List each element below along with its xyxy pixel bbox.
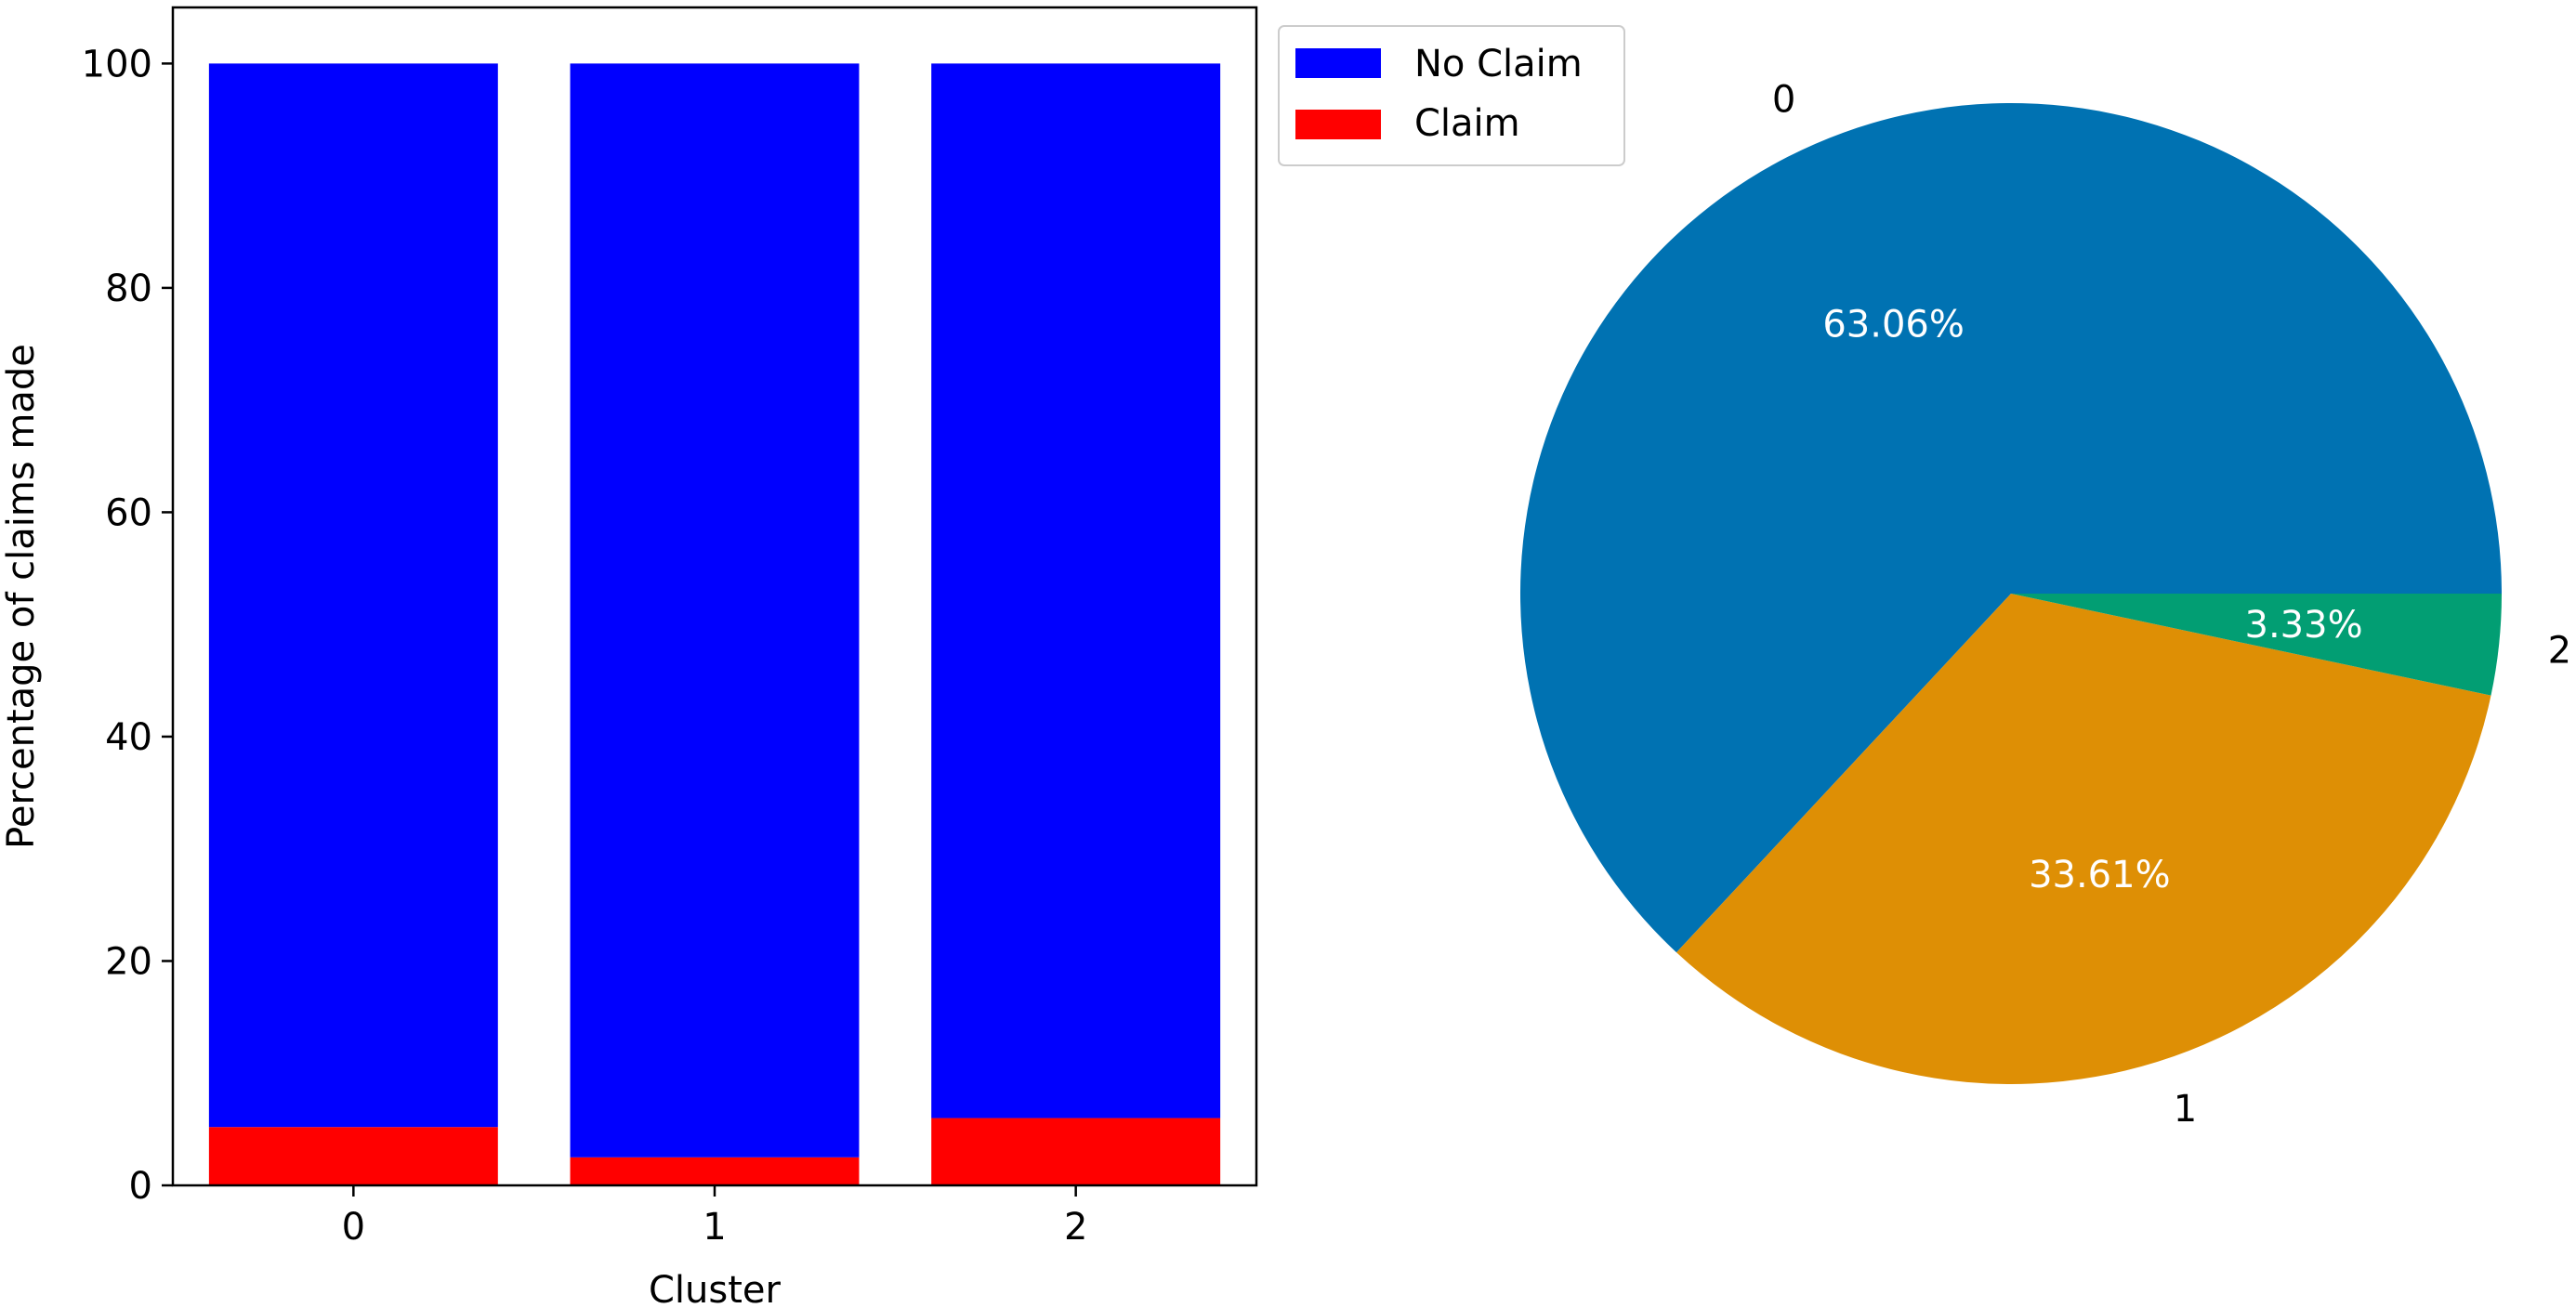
legend: No Claim Claim xyxy=(1278,25,1625,166)
pie-slice-0 xyxy=(1520,102,2502,953)
pie-percent-label-2: 3.33% xyxy=(2245,604,2363,647)
bar-chart: 0 20 40 60 80 100 0 1 2 Cluster Percentage of c… xyxy=(0,6,1258,1308)
legend-swatch-no-claim xyxy=(1295,48,1381,78)
y-tick-label: 100 xyxy=(82,43,152,85)
x-tick-label: 2 xyxy=(1064,1206,1087,1249)
pie-chart: 0 63.06% 1 33.61% 2 3.33% xyxy=(1520,78,2571,1131)
pie-percent-label-0: 63.06% xyxy=(1822,303,1965,346)
bar-series-group xyxy=(208,63,1221,1185)
bar-no-claim-0 xyxy=(208,63,498,1128)
bar-claim-0 xyxy=(208,1127,498,1185)
pie-slice-1 xyxy=(1676,594,2491,1084)
y-tick-label: 40 xyxy=(105,716,152,759)
y-axis-title: Percentage of claims made xyxy=(0,344,43,849)
legend-swatch-claim xyxy=(1295,110,1381,139)
bar-claim-2 xyxy=(931,1118,1221,1185)
x-axis-title: Cluster xyxy=(649,1269,782,1308)
y-axis-ticks: 0 20 40 60 80 100 xyxy=(82,43,173,1208)
bar-no-claim-2 xyxy=(931,63,1221,1118)
y-tick-label: 60 xyxy=(105,491,152,534)
legend-label-no-claim: No Claim xyxy=(1414,43,1583,85)
x-tick-label: 1 xyxy=(703,1206,726,1249)
pie-label-2: 2 xyxy=(2548,630,2571,673)
y-tick-label: 20 xyxy=(105,940,152,983)
legend-label-claim: Claim xyxy=(1414,102,1520,145)
x-tick-label: 0 xyxy=(342,1206,365,1249)
pie-slice-2 xyxy=(2011,594,2502,696)
bar-no-claim-1 xyxy=(570,63,860,1158)
bar-claim-1 xyxy=(570,1157,860,1185)
pie-label-0: 0 xyxy=(1772,78,1795,121)
y-tick-label: 80 xyxy=(105,268,152,310)
pie-label-1: 1 xyxy=(2174,1088,2197,1131)
y-tick-label: 0 xyxy=(129,1165,152,1208)
pie-percent-label-1: 33.61% xyxy=(2029,854,2171,896)
x-axis-ticks: 0 1 2 xyxy=(342,1185,1087,1249)
